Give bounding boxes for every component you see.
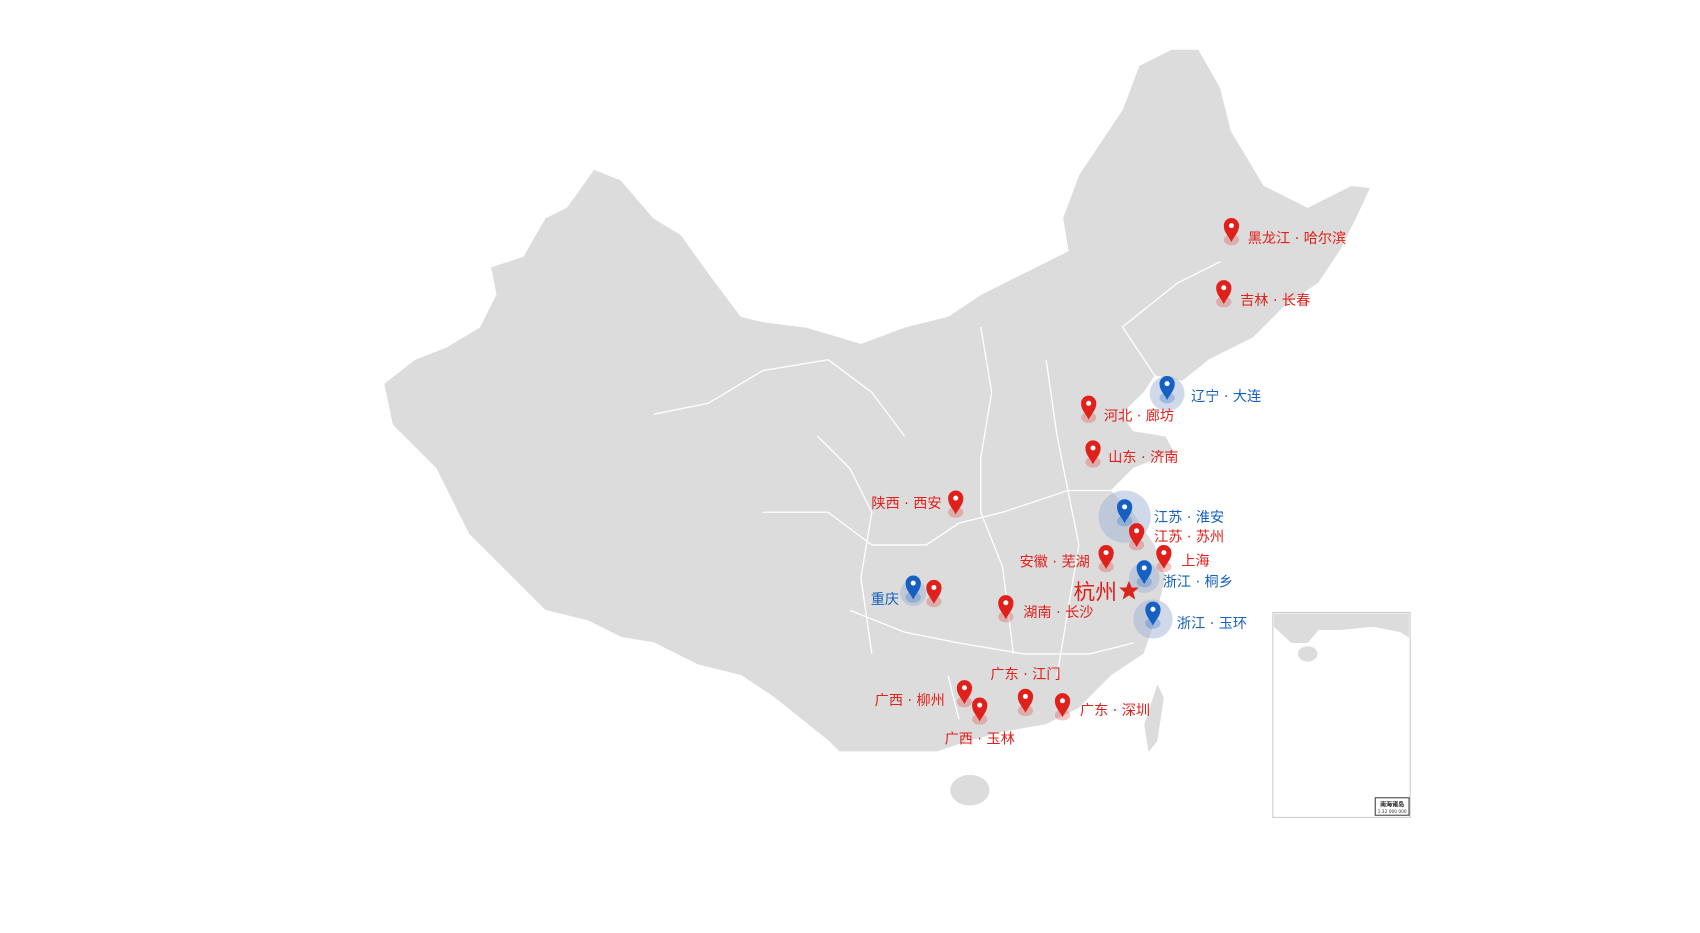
map-pin-icon (1116, 499, 1133, 524)
hainan (950, 774, 990, 806)
map-pin-icon (1136, 560, 1152, 585)
marker-red[interactable]: 湖南 · 长沙 (998, 595, 1093, 623)
marker-label: 安徽 · 芜湖 (1020, 554, 1090, 571)
marker-red[interactable]: 江苏 · 苏州 (1128, 523, 1224, 551)
pin-dot (1090, 445, 1096, 451)
land (382, 48, 1372, 806)
hq-label: 杭州 (1073, 580, 1117, 605)
south-china-sea-inset: 南海诸岛 1:32 000 000 (1272, 611, 1411, 818)
marker-label: 广东 · 深圳 (1080, 703, 1150, 719)
map-pin-icon (1216, 280, 1232, 305)
pin-dot (1228, 223, 1234, 229)
marker-label: 广西 · 玉林 (945, 731, 1015, 747)
marker-red[interactable]: 广东 · 深圳 (1054, 693, 1150, 721)
map-pin-icon (1098, 544, 1114, 569)
pin-dot (1122, 504, 1128, 510)
marker-red[interactable] (926, 579, 942, 608)
marker-blue[interactable]: 浙江 · 玉环 (1133, 599, 1247, 639)
pin-dot (1134, 528, 1140, 534)
marker-red[interactable]: 广西 · 玉林 (945, 697, 1015, 748)
marker-label: 陕西 · 西安 (871, 496, 941, 512)
map-pin-icon (998, 595, 1014, 620)
marker-red[interactable]: 安徽 · 芜湖 (1020, 544, 1114, 573)
pin-dot (1141, 565, 1147, 571)
marker-red[interactable]: 陕西 · 西安 (871, 490, 964, 518)
marker-red[interactable]: 上海 (1156, 544, 1210, 573)
marker-label: 辽宁 · 大连 (1191, 388, 1261, 405)
map-pin-icon (905, 575, 921, 600)
pin-dot (1003, 600, 1009, 606)
marker-label: 江苏 · 苏州 (1154, 530, 1224, 546)
pin-dot (931, 584, 937, 590)
marker-red[interactable]: 广东 · 江门 (990, 667, 1061, 717)
pin-dot (1086, 400, 1092, 406)
marker-red[interactable]: 山东 · 济南 (1085, 440, 1178, 468)
map-pin-icon (926, 579, 942, 604)
star-icon (1119, 580, 1139, 600)
map-pin-icon (1085, 440, 1101, 465)
marker-label: 重庆 (871, 592, 899, 608)
map-pin-icon (1128, 523, 1145, 548)
pin-dot (1164, 381, 1170, 387)
marker-red[interactable]: 广西 · 柳州 (875, 680, 973, 709)
pin-dot (953, 495, 959, 501)
marker-blue[interactable]: 浙江 · 桐乡 (1128, 560, 1233, 593)
pin-dot (961, 685, 967, 691)
map-pin-icon (1145, 601, 1161, 626)
marker-label: 山东 · 济南 (1108, 450, 1178, 466)
inset-scale: 1:32 000 000 (1378, 809, 1407, 815)
marker-red[interactable]: 黑龙江 · 哈尔滨 (1223, 218, 1346, 247)
pin-dot (910, 580, 916, 586)
hq-marker[interactable]: 杭州 (1073, 580, 1139, 605)
pin-dot (977, 702, 983, 708)
map-pin-icon (948, 490, 964, 515)
marker-label: 浙江 · 玉环 (1177, 616, 1247, 632)
map-pin-icon (1081, 395, 1097, 420)
map-pin-icon (956, 680, 973, 705)
marker-label: 江苏 · 淮安 (1154, 510, 1224, 526)
map-pin-icon (1054, 693, 1071, 718)
pin-dot (1161, 550, 1167, 556)
marker-label: 吉林 · 长春 (1240, 293, 1310, 309)
pin-dot (1103, 550, 1109, 556)
marker-blue[interactable]: 辽宁 · 大连 (1149, 376, 1262, 411)
marker-label: 广西 · 柳州 (875, 692, 945, 709)
marker-label: 河北 · 廊坊 (1104, 408, 1174, 425)
map-pin-icon (1223, 218, 1240, 243)
marker-red[interactable]: 吉林 · 长春 (1216, 280, 1310, 309)
map-pin-icon (1159, 376, 1175, 401)
marker-label: 广东 · 江门 (990, 667, 1060, 683)
marker-label: 浙江 · 桐乡 (1163, 574, 1233, 590)
map-pin-icon (972, 697, 988, 722)
pin-dot (1022, 693, 1028, 699)
pin-dot (1221, 285, 1227, 291)
map-pin-icon (1017, 688, 1034, 713)
marker-label: 上海 (1181, 554, 1209, 570)
pin-dot (1059, 698, 1066, 704)
marker-red[interactable]: 河北 · 廊坊 (1081, 395, 1174, 425)
marker-label: 湖南 · 长沙 (1023, 605, 1093, 621)
map-pin-icon (1156, 544, 1172, 569)
taiwan (1144, 684, 1164, 753)
pin-dot (1150, 606, 1156, 612)
inset-title: 南海诸岛 (1380, 801, 1404, 809)
marker-label: 黑龙江 · 哈尔滨 (1248, 231, 1346, 247)
marker-blue[interactable]: 重庆 (871, 575, 927, 608)
province-borders (653, 261, 1221, 720)
